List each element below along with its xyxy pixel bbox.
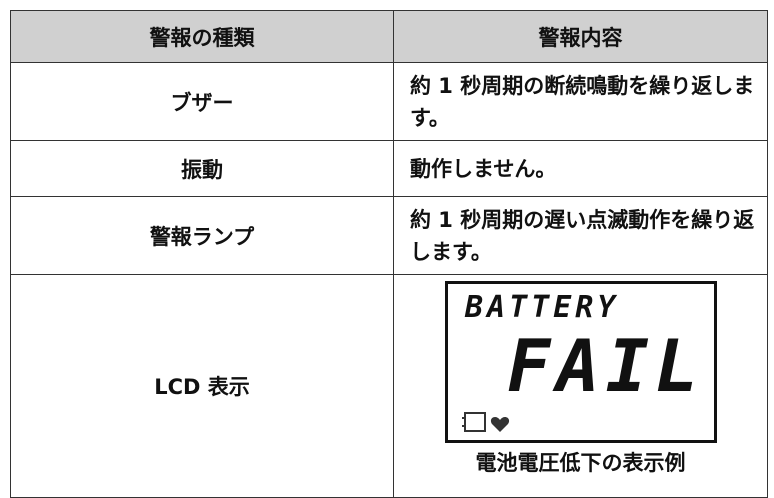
type-cell: 振動 [10, 140, 394, 197]
lcd-display: BATTERY FAIL [444, 281, 717, 443]
lcd-caption: 電池電圧低下の表示例 [475, 451, 686, 475]
type-cell: ブザー [10, 62, 394, 141]
lcd-line1: BATTERY [464, 290, 619, 325]
type-cell: 警報ランプ [10, 196, 394, 275]
type-cell: LCD 表示 [10, 274, 394, 498]
header-cell: 警報の種類 [10, 10, 394, 63]
content-cell: 約 1 秒周期の断続鳴動を繰り返します。 [393, 62, 768, 141]
header-cell: 警報内容 [393, 10, 768, 63]
alarm-table: 警報の種類 警報内容 ブザー 約 1 秒周期の断続鳴動を繰り返します。 振動 動… [10, 10, 768, 498]
heart-icon [490, 417, 509, 432]
content-cell: 動作しません。 [393, 140, 768, 197]
battery-icon [461, 412, 486, 432]
content-cell: 約 1 秒周期の遅い点滅動作を繰り返します。 [393, 196, 768, 275]
lcd-cell: BATTERY FAIL 電池電圧低下の表示例 [393, 274, 768, 498]
lcd-line2: FAIL [507, 324, 704, 408]
lcd-frame [444, 281, 717, 443]
